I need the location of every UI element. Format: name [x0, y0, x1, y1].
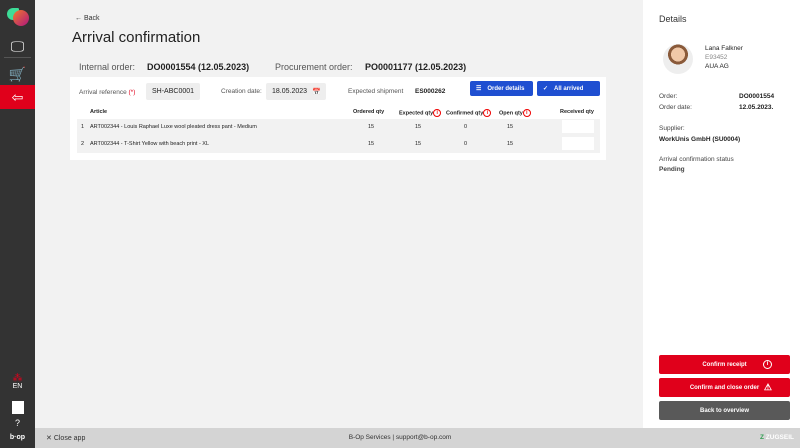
row-expected: 15 [415, 124, 422, 130]
info-icon: i [483, 109, 492, 117]
user-id: E93452 [705, 54, 728, 61]
main: ← Back Arrival confirmation Internal ord… [35, 0, 642, 428]
internal-order-label: Internal order: [79, 62, 136, 72]
row-article: ART002344 - T-Shirt Yellow with beach pr… [90, 141, 210, 147]
details-panel: Details Lana Falkner E93452 AUA AG Order… [643, 0, 800, 428]
table-body: 1 ART002344 - Louis Raphael Luxe wool pl… [77, 119, 600, 153]
user-icon[interactable] [0, 398, 35, 416]
arrival-icon[interactable]: ⇦ [0, 85, 35, 109]
creation-date-label: Creation date: [221, 88, 262, 95]
row-confirmed: 0 [464, 124, 468, 130]
details-title: Details [659, 14, 687, 24]
col-expected: Expected qty i [399, 109, 442, 117]
creation-date-input[interactable]: 18.05.2023 📅 [266, 83, 326, 100]
confirm-receipt-button[interactable]: Confirm receipt i [659, 355, 790, 374]
expected-shipment-value: ES000262 [415, 88, 446, 95]
confirm-close-button[interactable]: Confirm and close order ⚠ [659, 378, 790, 397]
back-to-overview-button[interactable]: Back to overview [659, 401, 790, 420]
col-received: Received qty [560, 109, 594, 115]
language-switch[interactable]: EN [12, 382, 23, 390]
close-app-label: Close app [53, 435, 86, 442]
warning-icon: ⚠ [763, 382, 772, 392]
user-name: Lana Falkner [705, 45, 743, 52]
row-ordered: 15 [368, 141, 375, 147]
procurement-order-value: PO0001177 (12.05.2023) [365, 62, 467, 72]
row-article: ART002344 - Louis Raphael Luxe wool plea… [90, 124, 257, 130]
arrival-ref-input[interactable]: SH-ABC0001 [146, 83, 201, 100]
order-value: DO0001554 [739, 93, 775, 100]
info-icon: i [522, 109, 531, 117]
info-icon: i [433, 109, 442, 117]
cart-icon[interactable]: 🛒 [8, 65, 27, 82]
supplier-value: WorkUnis GmbH (SU0004) [659, 136, 741, 143]
arrival-card: Arrival reference (*) SH-ABC0001 Creatio… [70, 77, 606, 160]
avatar [663, 44, 693, 74]
monitor-icon[interactable]: 🖵 [10, 37, 25, 54]
row-open: 15 [507, 141, 514, 147]
user-company: AUA AG [705, 63, 729, 70]
status-label: Arrival confirmation status [659, 156, 734, 163]
col-confirmed: Confirmed qty i [446, 109, 492, 117]
bop-logo: b·op [0, 428, 35, 448]
footer-info: B-Op Services | support@b-op.com [348, 434, 452, 441]
col-open: Open qty i [499, 109, 531, 117]
table-row: 1 ART002344 - Louis Raphael Luxe wool pl… [77, 120, 600, 135]
calendar-icon[interactable]: 📅 [312, 89, 321, 96]
order-date-value: 12.05.2023. [739, 104, 774, 111]
sidebar: 🖵 🛒 ⇦ ⁂ EN ? [0, 0, 35, 428]
row-expected: 15 [415, 141, 422, 147]
check-circle-icon: ✓ [543, 86, 549, 92]
row-open: 15 [507, 124, 514, 130]
list-icon: ☰ [476, 86, 482, 92]
col-ordered: Ordered qty [353, 109, 385, 115]
order-date-label: Order date: [659, 104, 692, 111]
row-ordered: 15 [368, 124, 375, 130]
supplier-label: Supplier: [659, 125, 685, 132]
col-article: Article [90, 109, 108, 115]
row-number: 2 [81, 141, 85, 147]
received-qty-input[interactable] [562, 137, 594, 150]
zugseil-logo: Z ZUGSEIL [760, 434, 794, 441]
order-details-button[interactable]: ☰ Order details [470, 81, 533, 96]
table-row: 2 ART002344 - T-Shirt Yellow with beach … [77, 137, 600, 152]
arrival-ref-label: Arrival reference (*) [79, 89, 136, 96]
order-label: Order: [659, 93, 678, 100]
internal-order-value: DO0001554 (12.05.2023) [147, 62, 250, 72]
help-icon[interactable]: ? [14, 418, 20, 428]
footer: ✕ Close app B-Op Services | support@b-op… [0, 428, 800, 448]
flag-icon[interactable]: ⁂ [12, 372, 23, 384]
expected-shipment-label: Expected shipment [348, 88, 404, 95]
info-icon: i [763, 360, 772, 369]
row-confirmed: 0 [464, 141, 468, 147]
back-label: Back [83, 15, 100, 22]
row-number: 1 [81, 124, 85, 130]
close-app-button[interactable]: ✕ Close app [46, 435, 86, 442]
all-arrived-button[interactable]: ✓ All arrived [537, 81, 600, 96]
received-qty-input[interactable] [562, 120, 594, 133]
procurement-order-label: Procurement order: [275, 62, 353, 72]
page-title: Arrival confirmation [72, 29, 201, 46]
app-logo [7, 6, 29, 28]
status-value: Pending [659, 166, 685, 173]
back-link[interactable]: ← Back [75, 15, 100, 22]
